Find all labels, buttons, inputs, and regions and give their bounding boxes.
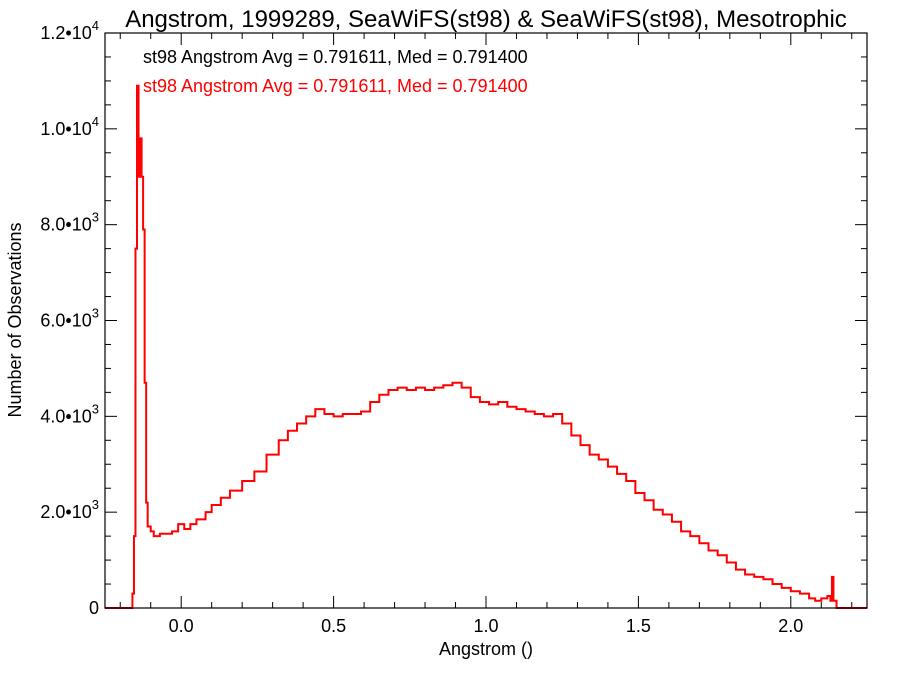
x-axis-label: Angstrom () (439, 639, 533, 659)
chart-title: Angstrom, 1999289, SeaWiFS(st98) & SeaWi… (125, 6, 847, 33)
y-tick-label: 1.0•104 (40, 114, 99, 139)
y-axis-label: Number of Observations (5, 222, 25, 417)
stats-line-black: st98 Angstrom Avg = 0.791611, Med = 0.79… (143, 47, 528, 67)
y-tick-label: 2.0•103 (40, 497, 99, 522)
x-tick-label: 0.5 (321, 616, 346, 636)
y-tick-label: 0 (89, 598, 99, 618)
y-tick-label: 4.0•103 (40, 401, 99, 426)
y-tick-label: 6.0•103 (40, 306, 99, 331)
x-tick-label: 1.5 (626, 616, 651, 636)
stats-annotations: st98 Angstrom Avg = 0.791611, Med = 0.79… (143, 47, 528, 96)
x-tick-label: 0.0 (169, 616, 194, 636)
histogram-series-line (105, 84, 867, 609)
plot-frame (104, 32, 868, 609)
axis-tick-labels: 0.0 0.5 1.0 1.5 2.0 0 2.0•103 4.0•103 6.0•103 8.0… (40, 18, 803, 636)
stats-line-red: st98 Angstrom Avg = 0.791611, Med = 0.79… (143, 76, 528, 96)
axis-ticks (105, 32, 867, 609)
y-tick-label: 8.0•103 (40, 210, 99, 235)
x-tick-label: 1.0 (473, 616, 498, 636)
x-tick-label: 2.0 (778, 616, 803, 636)
y-tick-label: 1.2•104 (40, 18, 99, 43)
